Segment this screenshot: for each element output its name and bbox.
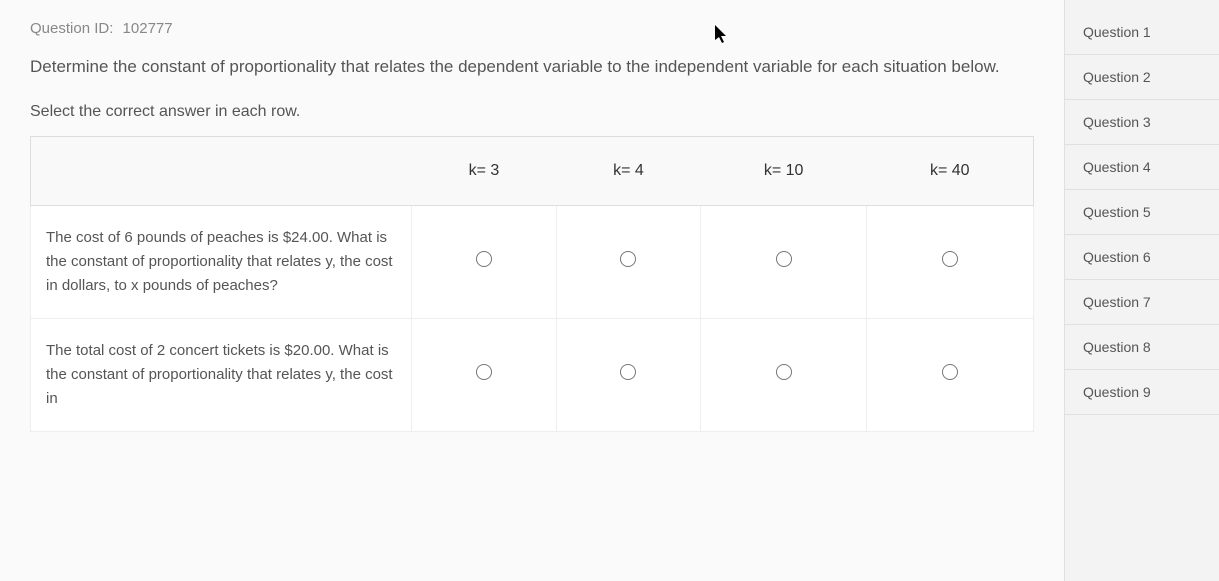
header-k10: k= 10	[701, 136, 867, 205]
radio-cell	[556, 205, 701, 318]
sidebar-item-q3[interactable]: Question 3	[1065, 100, 1219, 145]
radio-row2-k4[interactable]	[620, 364, 636, 380]
sidebar-item-q7[interactable]: Question 7	[1065, 280, 1219, 325]
radio-cell	[701, 318, 867, 431]
radio-cell	[412, 318, 557, 431]
header-k40: k= 40	[867, 136, 1034, 205]
question-id-label: Question ID:	[30, 20, 113, 37]
sidebar-item-q8[interactable]: Question 8	[1065, 325, 1219, 370]
sidebar-item-q5[interactable]: Question 5	[1065, 190, 1219, 235]
header-blank	[31, 136, 412, 205]
header-k3: k= 3	[412, 136, 557, 205]
radio-row2-k3[interactable]	[476, 364, 492, 380]
question-prompt: Determine the constant of proportionalit…	[30, 52, 1034, 83]
sidebar-item-q4[interactable]: Question 4	[1065, 145, 1219, 190]
table-header-row: k= 3 k= 4 k= 10 k= 40	[31, 136, 1034, 205]
row-label-1: The cost of 6 pounds of peaches is $24.0…	[31, 205, 412, 318]
sidebar-item-q2[interactable]: Question 2	[1065, 55, 1219, 100]
radio-row1-k10[interactable]	[776, 251, 792, 267]
sidebar-item-q9[interactable]: Question 9	[1065, 370, 1219, 415]
table-row: The total cost of 2 concert tickets is $…	[31, 318, 1034, 431]
radio-row1-k4[interactable]	[620, 251, 636, 267]
sidebar-item-q6[interactable]: Question 6	[1065, 235, 1219, 280]
radio-row1-k40[interactable]	[942, 251, 958, 267]
table-row: The cost of 6 pounds of peaches is $24.0…	[31, 205, 1034, 318]
radio-cell	[867, 205, 1034, 318]
question-instruction: Select the correct answer in each row.	[30, 103, 1034, 121]
question-id-row: Question ID: 102777	[30, 20, 1034, 37]
radio-row2-k40[interactable]	[942, 364, 958, 380]
radio-cell	[867, 318, 1034, 431]
radio-cell	[556, 318, 701, 431]
question-sidebar: Question 1 Question 2 Question 3 Questio…	[1064, 0, 1219, 581]
radio-cell	[701, 205, 867, 318]
header-k4: k= 4	[556, 136, 701, 205]
main-content: Question ID: 102777 Determine the consta…	[0, 0, 1064, 581]
row-label-2: The total cost of 2 concert tickets is $…	[31, 318, 412, 431]
question-id-value: 102777	[123, 20, 173, 37]
radio-row1-k3[interactable]	[476, 251, 492, 267]
radio-row2-k10[interactable]	[776, 364, 792, 380]
radio-cell	[412, 205, 557, 318]
sidebar-item-q1[interactable]: Question 1	[1065, 10, 1219, 55]
answer-table: k= 3 k= 4 k= 10 k= 40 The cost of 6 poun…	[30, 136, 1034, 432]
